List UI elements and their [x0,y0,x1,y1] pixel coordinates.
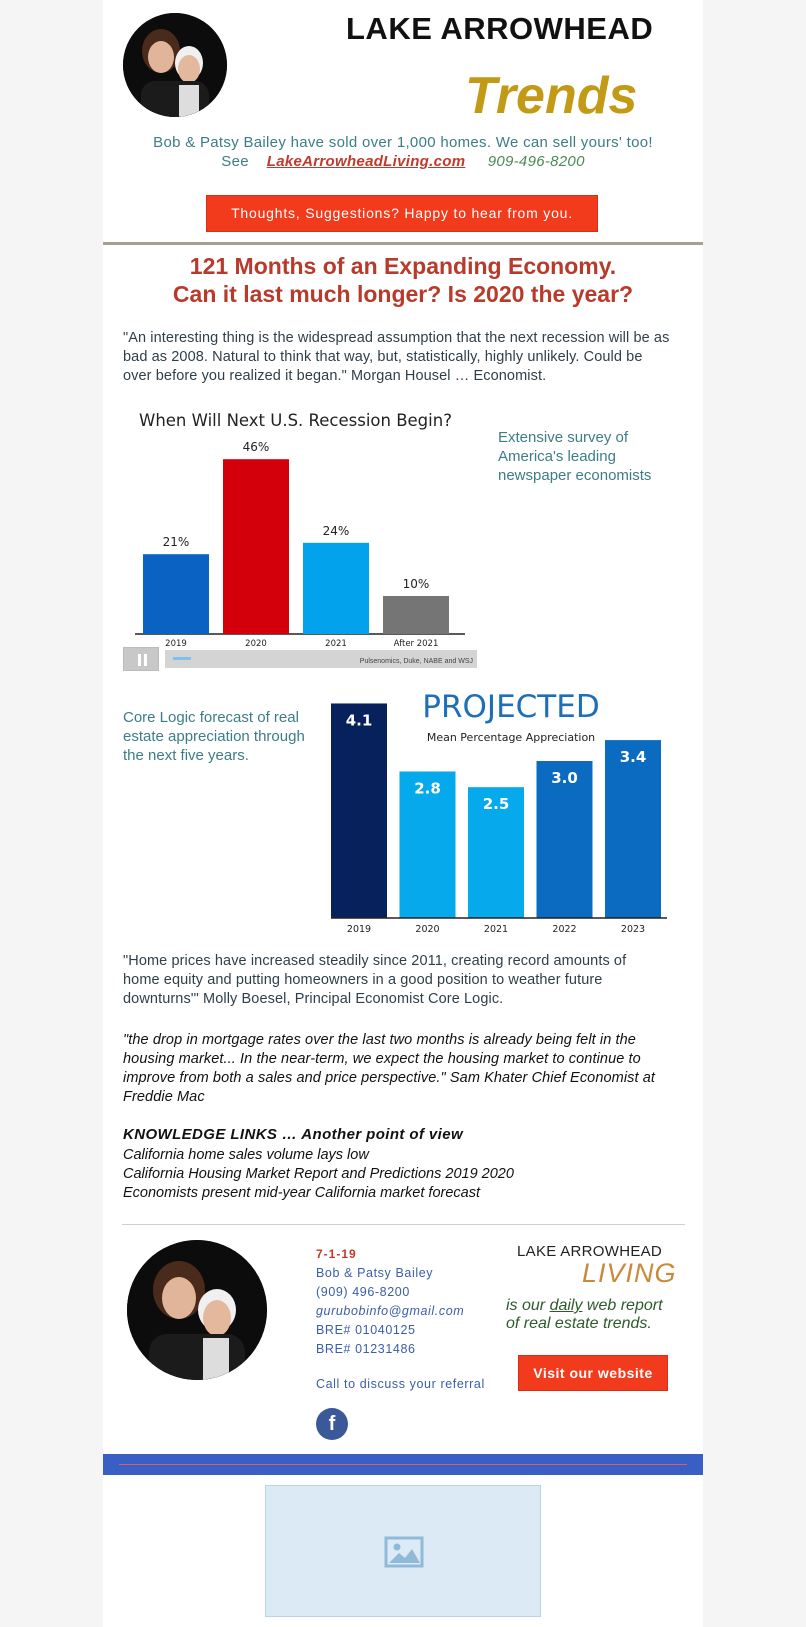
tagline-text: Bob & Patsy Bailey have sold over 1,000 … [153,134,653,151]
chart1-bar-3 [383,596,449,634]
footer-blue-band [103,1454,703,1475]
footer-contact: 7-1-19 Bob & Patsy Bailey (909) 496-8200… [316,1245,464,1359]
footer-logo-bottom: LIVING [582,1258,677,1288]
feedback-button[interactable]: Thoughts, Suggestions? Happy to hear fro… [206,195,598,232]
chart1-title: When Will Next U.S. Recession Begin? [139,411,452,430]
projected-chart-wrap: PROJECTED Mean Percentage Appreciation 4.1… [327,685,687,941]
chart1-tick-2: 2021 [325,639,347,649]
headline-line-2: Can it last much longer? Is 2020 the yea… [172,281,634,307]
header-phone: 909-496-8200 [487,153,585,170]
khater-quote: "the drop in mortgage rates over the las… [123,1032,656,1105]
chart2-value-label-1: 2.8 [414,779,441,797]
site-link[interactable]: LakeArrowheadLiving.com [266,153,466,170]
video-source-label: Pulsenomics, Duke, NABE and WSJ [359,658,473,665]
chart2-bar-1 [399,771,456,918]
chart1-bar-1 [223,459,289,634]
chart2-value-label-3: 3.0 [551,769,578,787]
headline: 121 Months of an Expanding Economy. Can … [103,252,703,308]
corelogic-note: Core Logic forecast of real estate appre… [123,709,305,764]
recession-video[interactable]: When Will Next U.S. Recession Begin? 21% 2… [121,404,477,672]
image-icon [384,1536,424,1568]
chart2-tick-0: 2019 [347,924,371,935]
footer-divider [122,1224,685,1225]
chart2-bar-3 [536,761,593,918]
chart1-bar-2 [303,542,369,634]
chart1-bar-0 [143,554,209,634]
knowledge-link-3[interactable]: Economists present mid-year California m… [123,1185,480,1201]
pause-icon [138,654,147,666]
header-divider [103,242,703,245]
image-placeholder [265,1485,541,1617]
chart1-value-label-0: 21% [163,535,190,549]
bailey-photo-footer [127,1240,267,1380]
footer-report: is our daily web report of real estate t… [506,1297,663,1333]
footer-call: Call to discuss your referral [316,1377,485,1391]
chart1-value-label-1: 46% [243,440,270,454]
chart2-value-label-4: 3.4 [620,748,647,766]
footer-bre-2: BRE# 01231486 [316,1342,416,1356]
newsletter-title: LAKE ARROWHEAD [346,11,654,46]
boesel-quote: "Home prices have increased steadily sin… [123,953,627,1007]
visit-website-button[interactable]: Visit our website [518,1355,668,1391]
headline-line-1: 121 Months of an Expanding Economy. [189,253,617,279]
chart2-value-label-0: 4.1 [346,711,373,729]
chart2-tick-1: 2020 [415,924,439,935]
footer-band-line [119,1464,687,1465]
daily-word: daily [549,1297,583,1314]
survey-note: Extensive survey of America's leading ne… [498,429,652,484]
footer-report-line-1: is our daily web report [506,1297,663,1314]
video-progress-fill [173,657,191,660]
chart2-bar-0 [331,703,387,918]
chart2-tick-3: 2022 [552,924,576,935]
chart1-value-label-3: 10% [403,577,430,591]
recession-chart: When Will Next U.S. Recession Begin? 21% 2… [135,411,465,649]
chart1-tick-3: After 2021 [394,639,439,649]
knowledge-link-2[interactable]: California Housing Market Report and Pre… [123,1166,514,1182]
chart2-value-label-2: 2.5 [483,795,510,813]
see-label: See [221,153,249,170]
newsletter-page: LAKE ARROWHEAD Trends Bob & Patsy Bailey… [103,0,703,1627]
footer-name: Bob & Patsy Bailey [316,1266,434,1280]
chart2-bar-4 [605,740,661,918]
chart2-subtitle: Mean Percentage Appreciation [427,731,595,744]
footer-date: 7-1-19 [316,1247,357,1261]
chart2-title: PROJECTED [422,689,599,725]
chart2-tick-4: 2023 [621,924,645,935]
chart1-value-label-2: 24% [323,524,350,538]
housel-quote: "An interesting thing is the widespread … [123,330,670,384]
footer-email[interactable]: gurubobinfo@gmail.com [316,1304,465,1318]
footer-bre-1: BRE# 01040125 [316,1323,416,1337]
footer-logo-top: LAKE ARROWHEAD [517,1243,663,1260]
facebook-icon[interactable]: f [316,1408,348,1440]
knowledge-heading: KNOWLEDGE LINKS … Another point of view [123,1126,464,1143]
video-progress-bar[interactable]: Pulsenomics, Duke, NABE and WSJ [165,650,477,668]
tagline: Bob & Patsy Bailey have sold over 1,000 … [103,133,703,171]
bailey-photo-header [123,13,227,117]
chart2-tick-2: 2021 [484,924,508,935]
chart2-bar-2 [468,787,524,918]
projected-chart: PROJECTED Mean Percentage Appreciation 4.1… [327,689,667,935]
newsletter-trends-wordmark: Trends [465,67,638,125]
knowledge-link-1[interactable]: California home sales volume lays low [123,1147,369,1163]
footer-phone: (909) 496-8200 [316,1285,410,1299]
pause-button[interactable] [123,647,159,671]
chart1-tick-1: 2020 [245,639,267,649]
chart1-tick-0: 2019 [165,639,187,649]
tagline-contact: See LakeArrowheadLiving.com 909-496-8200 [103,152,703,171]
footer-report-line-2: of real estate trends. [506,1315,652,1332]
